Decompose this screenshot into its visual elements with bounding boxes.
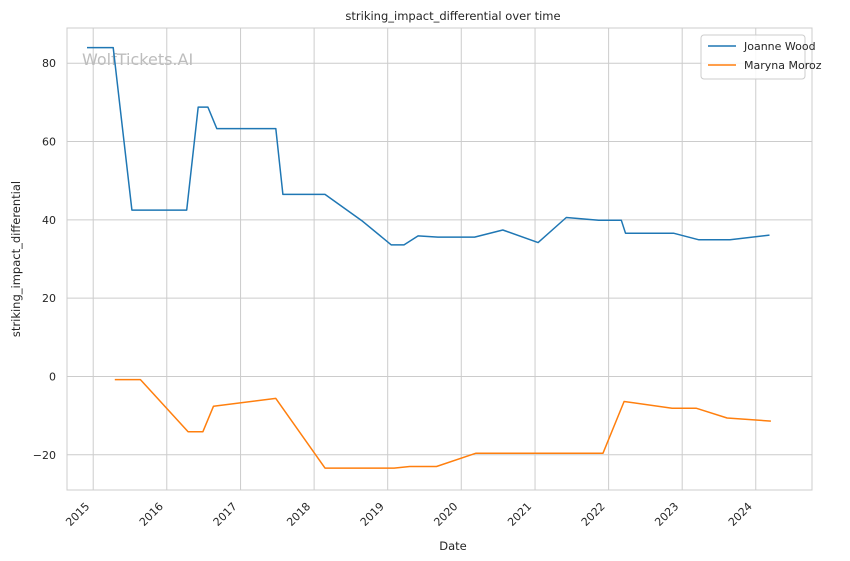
legend-label-series-2: Maryna Moroz [744,59,822,72]
x-tick-label: 2022 [579,500,608,529]
x-tick-label: 2021 [505,500,534,529]
x-tick-label: 2024 [726,500,755,529]
y-axis-ticks: −20 0 20 40 60 80 [33,57,56,462]
y-tick-label: 40 [42,214,56,227]
y-tick-label: 80 [42,57,56,70]
y-tick-label: −20 [33,449,56,462]
plot-frame [66,27,813,491]
x-tick-label: 2020 [431,500,460,529]
x-tick-label: 2018 [284,500,313,529]
x-tick-label: 2016 [137,500,166,529]
x-axis-ticks: 2015 2016 2017 2018 2019 2020 2021 2022 2023 2024 [63,500,755,529]
x-tick-label: 2017 [211,500,240,529]
y-tick-label: 0 [49,370,56,383]
x-tick-label: 2015 [63,500,92,529]
y-axis-label: striking_impact_differential [9,181,23,337]
y-tick-label: 60 [42,136,56,149]
series-line-2 [114,378,771,469]
y-tick-label: 20 [42,292,56,305]
x-tick-label: 2023 [652,500,681,529]
grid [67,28,812,490]
series-layer [87,46,771,469]
watermark: WolfTickets.AI [82,50,193,69]
legend-label-series-1: Joanne Wood [743,40,816,53]
chart-title: striking_impact_differential over time [345,9,560,23]
x-tick-label: 2019 [358,500,387,529]
x-axis-label: Date [439,539,467,553]
legend: Joanne Wood Maryna Moroz [700,34,822,80]
series-line-1 [87,46,770,246]
